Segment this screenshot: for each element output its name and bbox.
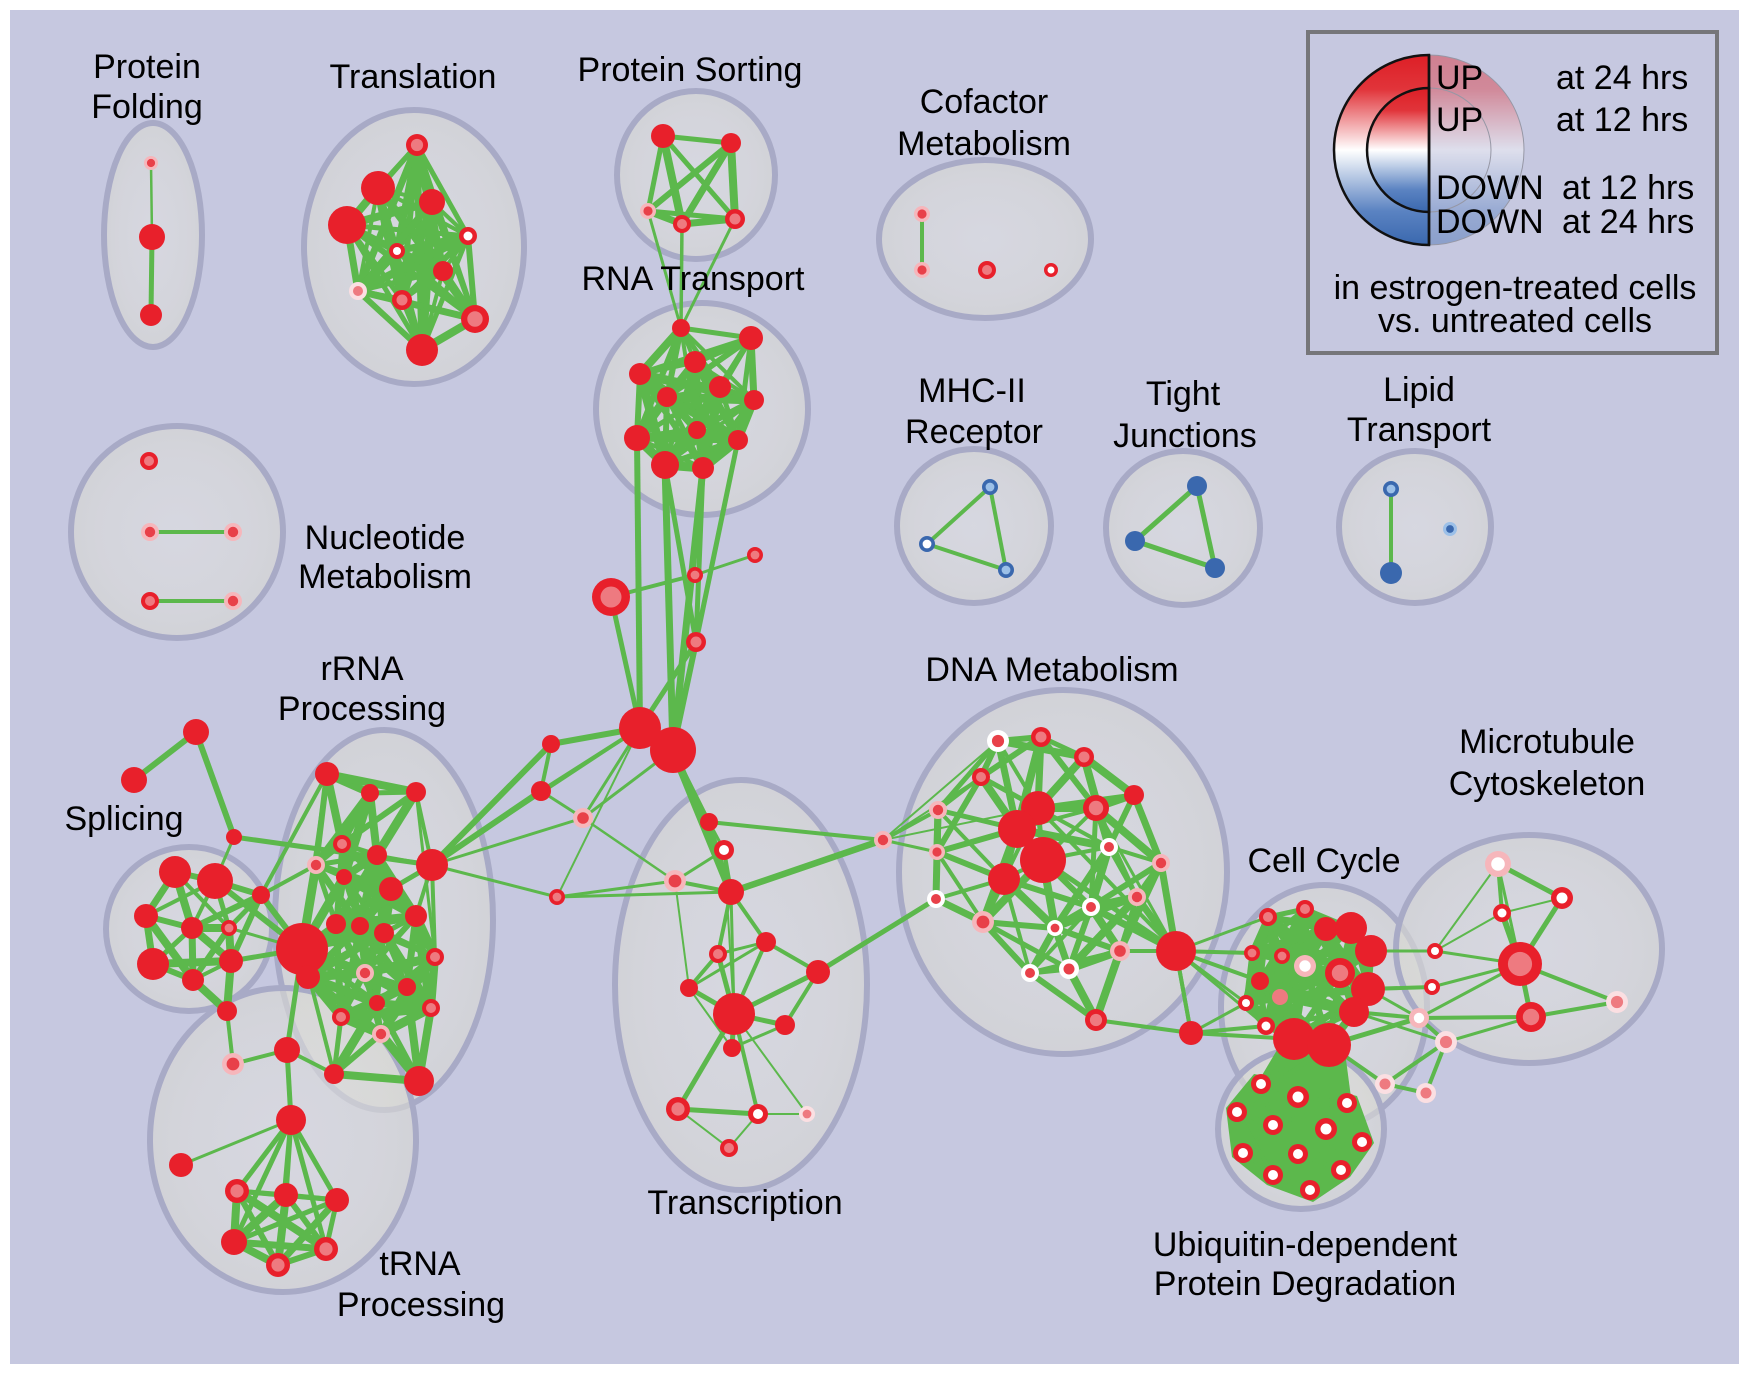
svg-text:rRNA: rRNA (320, 650, 403, 688)
svg-text:Processing: Processing (278, 690, 446, 728)
svg-text:Cell Cycle: Cell Cycle (1247, 842, 1400, 880)
svg-text:Receptor: Receptor (905, 413, 1043, 451)
svg-text:tRNA: tRNA (379, 1245, 461, 1283)
svg-text:at 24 hrs: at 24 hrs (1562, 203, 1694, 241)
svg-text:Translation: Translation (330, 58, 497, 96)
svg-text:DNA Metabolism: DNA Metabolism (925, 651, 1178, 689)
svg-text:vs. untreated cells: vs. untreated cells (1378, 302, 1652, 340)
svg-text:Protein: Protein (93, 48, 201, 86)
svg-text:Protein Degradation: Protein Degradation (1154, 1265, 1456, 1303)
svg-text:DOWN: DOWN (1436, 203, 1544, 241)
svg-text:Tight: Tight (1146, 375, 1221, 413)
svg-text:in estrogen-treated cells: in estrogen-treated cells (1334, 269, 1697, 307)
svg-text:UP: UP (1436, 59, 1483, 97)
svg-text:Ubiquitin-dependent: Ubiquitin-dependent (1153, 1226, 1458, 1264)
svg-text:MHC-II: MHC-II (918, 372, 1026, 410)
svg-text:Splicing: Splicing (64, 800, 183, 838)
svg-text:UP: UP (1436, 101, 1483, 139)
svg-text:Junctions: Junctions (1113, 417, 1257, 455)
svg-text:Nucleotide: Nucleotide (305, 519, 466, 557)
svg-text:Cofactor: Cofactor (920, 83, 1049, 121)
svg-text:Transcription: Transcription (647, 1184, 842, 1222)
svg-text:Transport: Transport (1347, 411, 1492, 449)
svg-text:DOWN: DOWN (1436, 169, 1544, 207)
svg-text:at 12 hrs: at 12 hrs (1556, 101, 1688, 139)
svg-text:RNA Transport: RNA Transport (582, 260, 806, 298)
svg-text:Protein Sorting: Protein Sorting (578, 51, 803, 89)
svg-text:Metabolism: Metabolism (298, 558, 472, 596)
svg-text:Folding: Folding (91, 88, 203, 126)
svg-text:Lipid: Lipid (1383, 371, 1455, 409)
svg-text:at 24 hrs: at 24 hrs (1556, 59, 1688, 97)
svg-text:Microtubule: Microtubule (1459, 723, 1635, 761)
svg-text:Metabolism: Metabolism (897, 125, 1071, 163)
svg-text:at 12 hrs: at 12 hrs (1562, 169, 1694, 207)
svg-text:Processing: Processing (337, 1286, 505, 1324)
svg-text:Cytoskeleton: Cytoskeleton (1449, 765, 1646, 803)
